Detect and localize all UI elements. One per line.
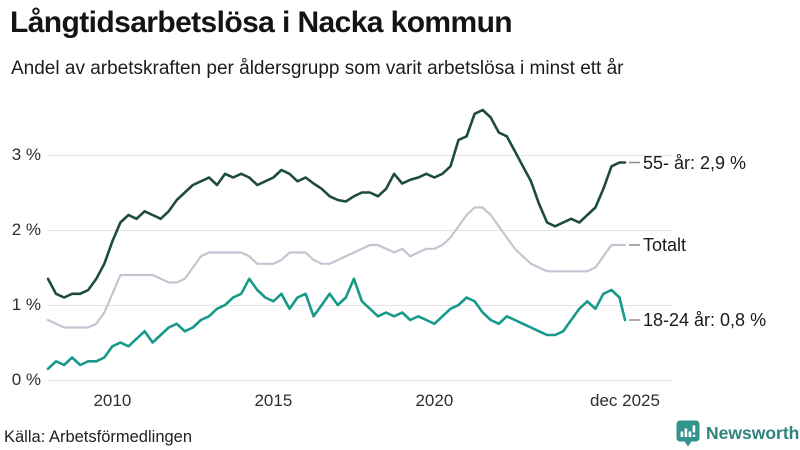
series-line-2 bbox=[46, 277, 627, 371]
series-end-label-2: 18-24 år: 0,8 % bbox=[643, 310, 767, 330]
series-end-label-0: 55- år: 2,9 % bbox=[643, 152, 747, 173]
page-subtitle: Andel av arbetskraften per åldersgrupp s… bbox=[11, 58, 624, 79]
y-tick-label: 1 % bbox=[11, 295, 41, 314]
x-tick-label: 2015 bbox=[254, 391, 293, 410]
y-tick-label: 0 % bbox=[11, 370, 41, 389]
series-line-0 bbox=[46, 108, 627, 299]
bar-chart-speech-bubble-icon bbox=[676, 420, 700, 447]
y-tick-label: 2 % bbox=[11, 220, 41, 239]
page-title: Långtidsarbetslösa i Nacka kommun bbox=[10, 6, 513, 39]
series-end-label-1: Totalt bbox=[643, 235, 687, 255]
brand: Newsworthy bbox=[676, 420, 800, 447]
series-line-1 bbox=[46, 206, 627, 329]
x-tick-label: 2020 bbox=[415, 391, 454, 410]
y-tick-label: 3 % bbox=[11, 145, 41, 164]
x-tick-label: dec 2025 bbox=[590, 391, 660, 410]
source-note: Källa: Arbetsförmedlingen bbox=[4, 428, 193, 446]
x-tick-label: 2010 bbox=[93, 391, 132, 410]
brand-name: Newsworthy bbox=[706, 423, 800, 443]
